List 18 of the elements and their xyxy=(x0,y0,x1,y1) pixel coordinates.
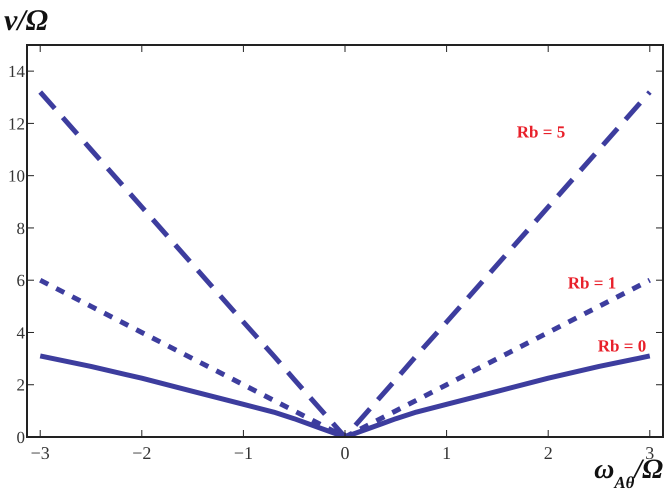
x-tick-label: −3 xyxy=(30,443,50,463)
y-tick-label: 14 xyxy=(8,62,26,82)
x-tick-label: 1 xyxy=(442,443,452,463)
y-tick-label: 4 xyxy=(16,323,26,342)
series-label: Rb = 5 xyxy=(516,122,566,142)
y-tick-label: 8 xyxy=(16,218,25,238)
series-label: Rb = 0 xyxy=(598,336,646,356)
y-tick-label: 10 xyxy=(8,166,25,186)
x-tick-label: 2 xyxy=(544,443,553,463)
y-tick-label: 2 xyxy=(16,376,25,395)
x-tick-label: 0 xyxy=(340,443,350,463)
series-label: Rb = 1 xyxy=(568,273,616,292)
x-tick-label: −2 xyxy=(132,443,152,463)
y-axis-title: ν/Ω xyxy=(4,4,48,37)
y-tick-label: 12 xyxy=(8,114,25,134)
y-tick-label: 0 xyxy=(16,428,25,447)
x-tick-label: −1 xyxy=(234,443,253,463)
y-tick-label: 6 xyxy=(16,271,25,290)
